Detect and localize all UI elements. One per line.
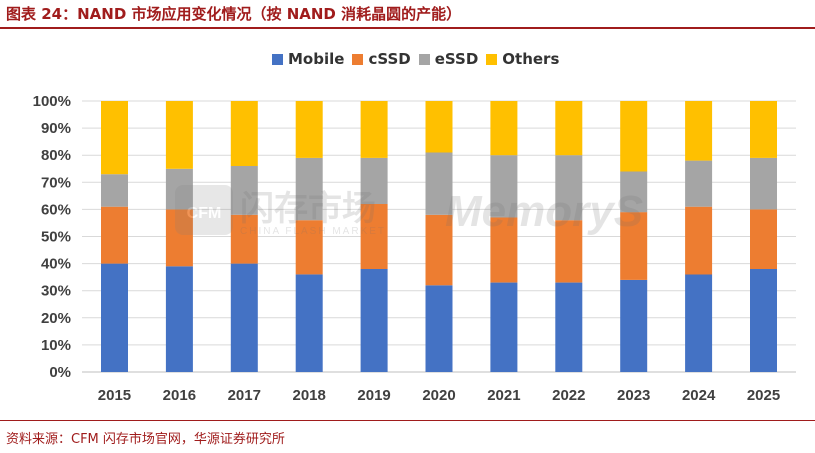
watermark-en-text: CHINA FLASH MARKET (240, 226, 386, 237)
y-tick-label: 20% (41, 310, 71, 327)
x-tick-label-2023: 2023 (617, 387, 650, 404)
y-tick-label: 100% (33, 93, 71, 110)
bar-essd-2024 (685, 160, 713, 207)
bar-essd-2021 (490, 155, 518, 218)
legend: Mobile cSSD eSSD Others (272, 50, 567, 68)
legend-swatch-others (486, 53, 498, 65)
bar-cssd-2025 (750, 209, 777, 269)
bar-essd-2019 (360, 157, 388, 204)
bar-cssd-2019 (360, 204, 388, 269)
bar-mobile-2022 (555, 282, 583, 372)
bar-mobile-2023 (620, 279, 648, 372)
legend-item-others: Others (486, 50, 559, 68)
bar-cssd-2018 (295, 220, 323, 275)
bar-essd-2020 (425, 152, 453, 215)
bar-essd-2016 (165, 168, 193, 210)
legend-label-mobile: Mobile (288, 50, 345, 68)
x-tick-label-2022: 2022 (552, 387, 585, 404)
bar-essd-2025 (750, 157, 777, 210)
bar-others-2024 (685, 101, 713, 161)
bar-cssd-2022 (555, 220, 583, 283)
y-tick-label: 70% (41, 174, 71, 191)
bar-cssd-2020 (425, 214, 453, 286)
legend-item-cssd: cSSD (352, 50, 411, 68)
x-tick-label-2024: 2024 (682, 387, 716, 404)
bar-stacks (101, 101, 777, 372)
legend-item-essd: eSSD (418, 50, 479, 68)
bar-mobile-2016 (165, 266, 193, 372)
y-tick-label: 30% (41, 283, 71, 300)
bar-essd-2017 (230, 166, 258, 215)
bar-mobile-2021 (490, 282, 518, 372)
bar-others-2015 (101, 101, 128, 175)
bar-others-2016 (165, 101, 193, 169)
watermark-brand-text: MemoryS (445, 187, 643, 236)
y-tick-label: 50% (41, 229, 71, 246)
bar-mobile-2024 (685, 274, 713, 372)
bar-essd-2018 (295, 157, 323, 221)
legend-label-others: Others (502, 50, 560, 68)
bar-mobile-2019 (360, 269, 388, 372)
bar-cssd-2017 (230, 214, 258, 264)
watermark-logo-box (175, 185, 233, 235)
x-tick-label-2017: 2017 (228, 387, 261, 404)
source-divider (0, 420, 815, 421)
chart-title: 图表 24：NAND 市场应用变化情况（按 NAND 消耗晶圆的产能） (6, 5, 462, 23)
bar-cssd-2023 (620, 212, 648, 280)
x-tick-label-2019: 2019 (357, 387, 390, 404)
bar-essd-2023 (620, 171, 648, 213)
y-tick-label: 10% (41, 337, 71, 354)
legend-swatch-mobile (272, 53, 283, 65)
x-tick-label-2025: 2025 (747, 387, 780, 404)
watermark-logo-text: CFM (187, 205, 222, 222)
bar-cssd-2024 (685, 206, 713, 275)
legend-item-mobile: Mobile (272, 50, 344, 68)
bar-others-2023 (620, 101, 648, 172)
x-tick-label-2016: 2016 (163, 387, 196, 404)
watermark: CFM 闪存市场 CHINA FLASH MARKET MemoryS (175, 185, 643, 237)
legend-swatch-essd (418, 53, 430, 65)
bar-others-2020 (425, 101, 453, 153)
bar-others-2022 (555, 101, 583, 156)
x-axis-ticks: 2015 2016 2017 2018 2019 2020 2021 2022 2023 2024… (98, 387, 780, 404)
bar-others-2018 (295, 101, 323, 158)
bar-cssd-2016 (165, 209, 193, 267)
x-tick-label-2021: 2021 (487, 387, 520, 404)
bar-mobile-2020 (425, 285, 453, 372)
source-note: 资料来源：CFM 闪存市场官网，华源证券研究所 (6, 432, 285, 447)
title-divider (0, 27, 815, 29)
bar-essd-2022 (555, 155, 583, 221)
y-tick-label: 80% (41, 147, 71, 164)
bar-others-2025 (750, 101, 777, 158)
bar-cssd-2021 (490, 217, 518, 283)
x-tick-label-2020: 2020 (422, 387, 455, 404)
y-axis-ticks: 0% 10% 20% 30% 40% 50% 60% 70% 80% 90% 100% (33, 93, 71, 381)
bar-mobile-2025 (750, 269, 777, 372)
bar-others-2019 (360, 101, 388, 158)
bar-mobile-2018 (295, 274, 323, 372)
legend-label-essd: eSSD (434, 50, 479, 68)
bar-essd-2015 (101, 174, 128, 207)
y-tick-label: 0% (49, 364, 71, 381)
bar-cssd-2015 (101, 206, 128, 264)
x-tick-label-2015: 2015 (98, 387, 131, 404)
y-tick-label: 60% (41, 201, 71, 218)
bar-mobile-2017 (230, 263, 258, 372)
y-tick-label: 40% (41, 256, 71, 273)
bar-mobile-2015 (101, 263, 128, 372)
x-tick-label-2018: 2018 (292, 387, 325, 404)
bar-others-2021 (490, 101, 518, 156)
watermark-cn-text: 闪存市场 (240, 189, 376, 229)
legend-swatch-cssd (352, 53, 364, 65)
legend-label-cssd: cSSD (368, 50, 411, 68)
y-tick-label: 90% (41, 120, 71, 137)
bar-others-2017 (230, 101, 258, 166)
